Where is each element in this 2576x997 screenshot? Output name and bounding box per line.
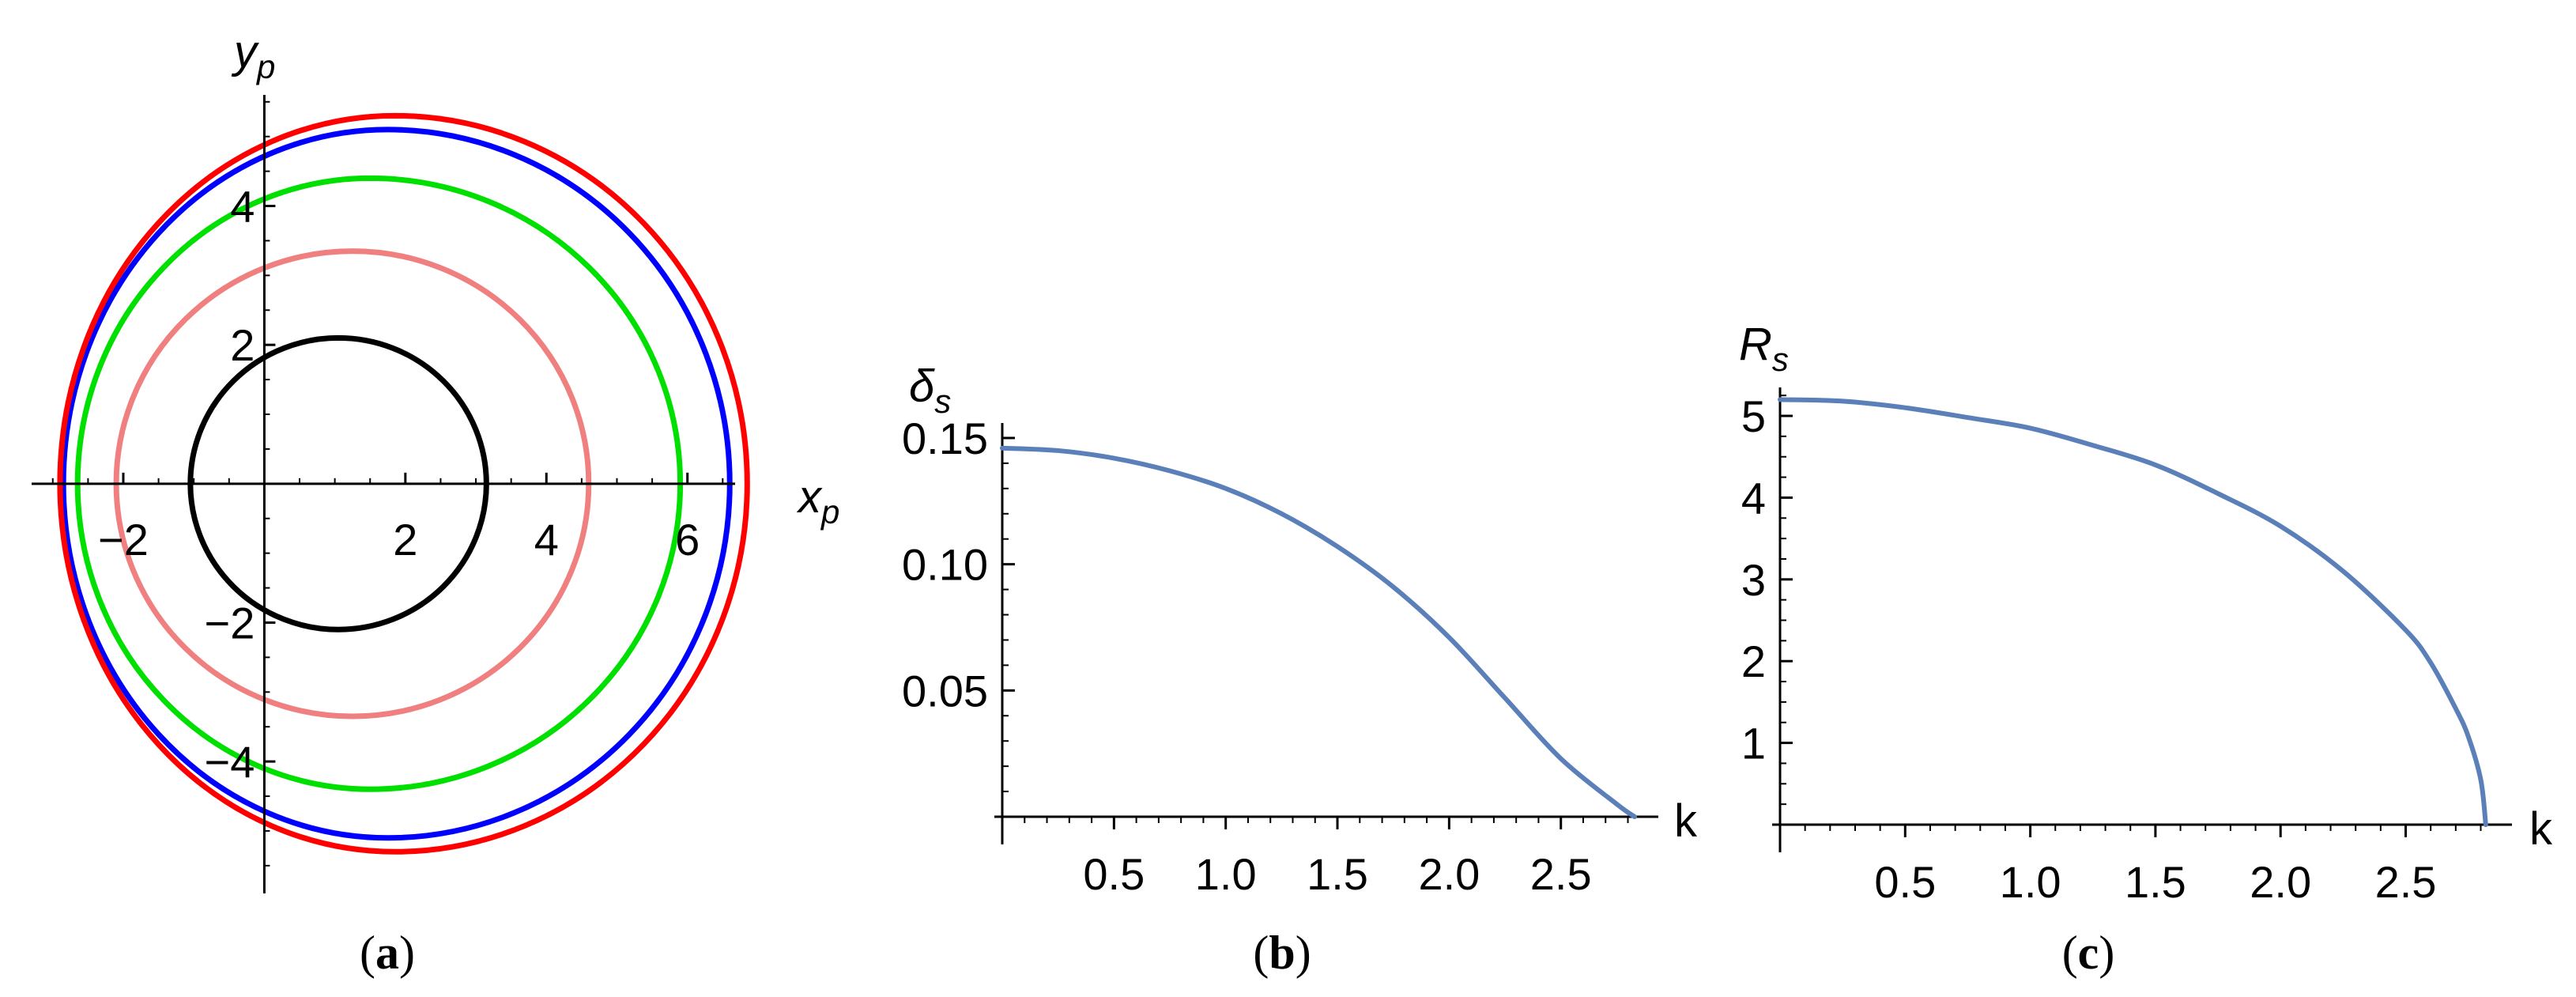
panel-c-x-axis-title: k [2529, 803, 2553, 855]
panel-c-radius-vs-k: 0.5 1.0 1.5 2.0 2.5 1 2 3 4 5 Rs k (c) [1739, 319, 2553, 979]
panel-a-x-tick-label: 6 [675, 515, 700, 565]
panel-b-y-axis-title: δs [909, 361, 951, 420]
panel-c-y-tick-label: 4 [1741, 473, 1766, 523]
panel-b-x-tick-label: 0.5 [1083, 849, 1145, 899]
panel-b-ticks: 0.5 1.0 1.5 2.0 2.5 0.05 0.10 0.15 [902, 414, 1629, 899]
panel-b-y-tick-label: 0.15 [902, 414, 988, 463]
panel-b-delta-vs-k: 0.5 1.0 1.5 2.0 2.5 0.05 0.10 0.15 δs k (b) [902, 361, 1698, 979]
panel-c-y-tick-label: 2 [1741, 636, 1766, 686]
panel-b-x-tick-label: 2.0 [1418, 849, 1480, 899]
panel-a-orbit-2 [113, 248, 592, 719]
panel-c-curves [1778, 397, 2488, 827]
panel-c-x-tick-label: 1.5 [2125, 857, 2186, 907]
panel-b-y-tick-label: 0.05 [902, 666, 988, 716]
panel-c-x-tick-label: 1.0 [2000, 857, 2061, 907]
panel-a-y-tick-label: −2 [205, 598, 255, 648]
panel-a-y-tick-label: 2 [230, 320, 255, 370]
panel-b-y-tick-label: 0.10 [902, 540, 988, 590]
panel-a-y-tick-label: 4 [230, 182, 255, 232]
panel-b-x-axis-title: k [1674, 795, 1698, 847]
panel-b-x-tick-label: 1.5 [1307, 849, 1368, 899]
panel-a-polar-orbits: −2 2 4 6 −4 −2 2 4 yp xp (a) [32, 26, 839, 979]
panel-b-x-tick-label: 1.0 [1195, 849, 1257, 899]
panel-b-caption: (b) [1253, 927, 1311, 979]
panel-a-x-axis-title: xp [796, 471, 839, 531]
panel-a-axes [32, 95, 735, 893]
panel-a-x-tick-label: −2 [98, 515, 149, 565]
panel-a-curves [60, 115, 747, 852]
panel-c-y-axis-title: Rs [1739, 319, 1789, 378]
panel-b-x-tick-label: 2.5 [1530, 849, 1592, 899]
panel-c-ticks: 0.5 1.0 1.5 2.0 2.5 1 2 3 4 5 [1741, 391, 2482, 907]
panel-a-y-tick-label: −4 [205, 737, 255, 787]
panel-a-caption: (a) [360, 927, 415, 979]
panel-c-y-tick-label: 5 [1741, 391, 1766, 441]
panel-a-x-tick-label: 2 [393, 515, 417, 565]
panel-c-x-tick-label: 2.5 [2375, 857, 2437, 907]
panel-a-ticks: −2 2 4 6 −4 −2 2 4 [51, 100, 724, 867]
panel-a-y-axis-title: yp [231, 26, 275, 85]
panel-c-y-tick-label: 3 [1741, 555, 1766, 605]
panel-a-orbit-3 [74, 175, 684, 792]
panel-b-axes [994, 423, 1658, 844]
panel-c-caption: (c) [2062, 927, 2115, 979]
panel-b-series-line-1 [1000, 445, 1637, 819]
panel-c-x-tick-label: 2.0 [2250, 857, 2311, 907]
panel-c-series-line-1 [1778, 397, 2488, 827]
panel-b-curves [1000, 445, 1637, 819]
panel-c-axes [1772, 387, 2512, 852]
panel-c-y-tick-label: 1 [1741, 719, 1766, 769]
panel-c-x-tick-label: 0.5 [1874, 857, 1936, 907]
panel-a-orbit-4 [60, 127, 733, 841]
panel-a-x-tick-label: 4 [534, 515, 559, 565]
panel-a-orbit-1 [187, 334, 489, 633]
